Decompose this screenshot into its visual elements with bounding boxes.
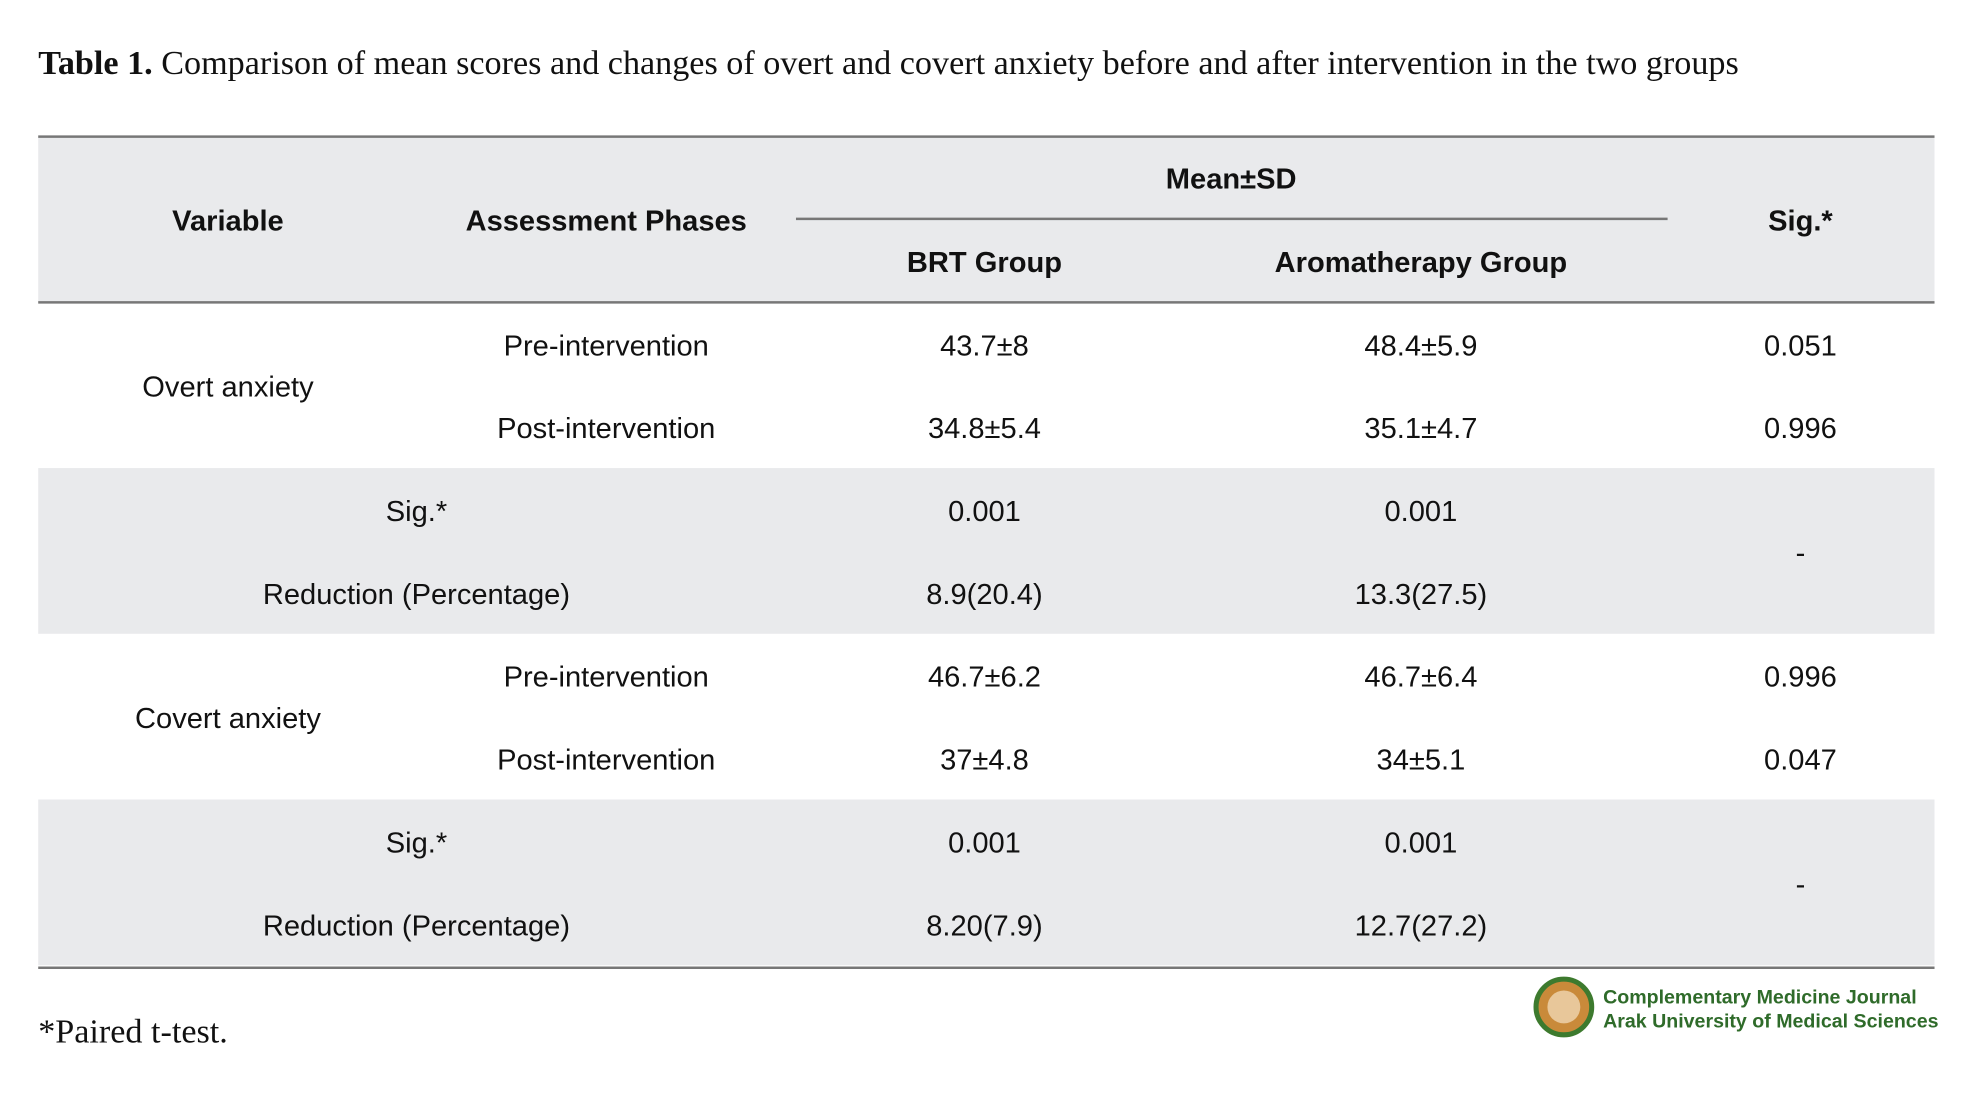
cell: Reduction (Percentage) <box>263 579 570 611</box>
header-cell: Aromatherapy Group <box>1275 247 1567 279</box>
caption-label: Table 1. <box>38 45 152 82</box>
logo-text: Complementary Medicine Journal <box>1603 986 1917 1008</box>
cell: 8.9(20.4) <box>926 579 1042 611</box>
cell: 35.1±4.7 <box>1364 413 1477 445</box>
cell: 12.7(27.2) <box>1355 910 1488 942</box>
row-bg <box>38 799 1935 966</box>
cell: Pre-intervention <box>504 330 709 362</box>
cell: Pre-intervention <box>504 662 709 694</box>
cell: 0.001 <box>948 496 1021 528</box>
header-cell: Sig.* <box>1768 205 1833 237</box>
footnote: *Paired t-test. <box>38 1014 228 1051</box>
header-cell: BRT Group <box>907 247 1062 279</box>
cell: 8.20(7.9) <box>926 910 1042 942</box>
cell: 0.051 <box>1764 330 1837 362</box>
caption-text: Comparison of mean scores and changes of… <box>161 45 1739 82</box>
logo-emblem <box>1547 990 1581 1024</box>
cell: 13.3(27.5) <box>1355 579 1488 611</box>
caption: Table 1. Comparison of mean scores and c… <box>38 45 1739 82</box>
cell: Sig.* <box>386 496 447 528</box>
cell: Covert anxiety <box>135 703 321 735</box>
cell: - <box>1796 537 1806 569</box>
cell: Sig.* <box>386 827 447 859</box>
cell: 0.996 <box>1764 662 1837 694</box>
cell: 0.996 <box>1764 413 1837 445</box>
logo: Complementary Medicine Journal Arak Univ… <box>1533 976 1939 1038</box>
cell: Post-intervention <box>497 413 715 445</box>
cell: 34±5.1 <box>1377 745 1466 777</box>
row-bg <box>38 468 1935 634</box>
cell: 0.047 <box>1764 745 1837 777</box>
cell: Reduction (Percentage) <box>263 910 570 942</box>
logo-text: Arak University of Medical Sciences <box>1603 1010 1939 1032</box>
header-cell: Assessment Phases <box>466 205 747 237</box>
cell: 37±4.8 <box>940 745 1029 777</box>
cell: 0.001 <box>948 827 1021 859</box>
cell: Overt anxiety <box>142 372 314 404</box>
cell: 34.8±5.4 <box>928 413 1041 445</box>
cell: 0.001 <box>1385 496 1458 528</box>
cell: 46.7±6.4 <box>1364 662 1477 694</box>
header-cell: Variable <box>172 205 284 237</box>
cell: 0.001 <box>1385 827 1458 859</box>
cell: 43.7±8 <box>940 330 1029 362</box>
cell: 46.7±6.2 <box>928 662 1041 694</box>
cell: 48.4±5.9 <box>1364 330 1477 362</box>
cell: Post-intervention <box>497 745 715 777</box>
cell: - <box>1796 869 1806 901</box>
header-cell: Mean±SD <box>1166 164 1297 196</box>
